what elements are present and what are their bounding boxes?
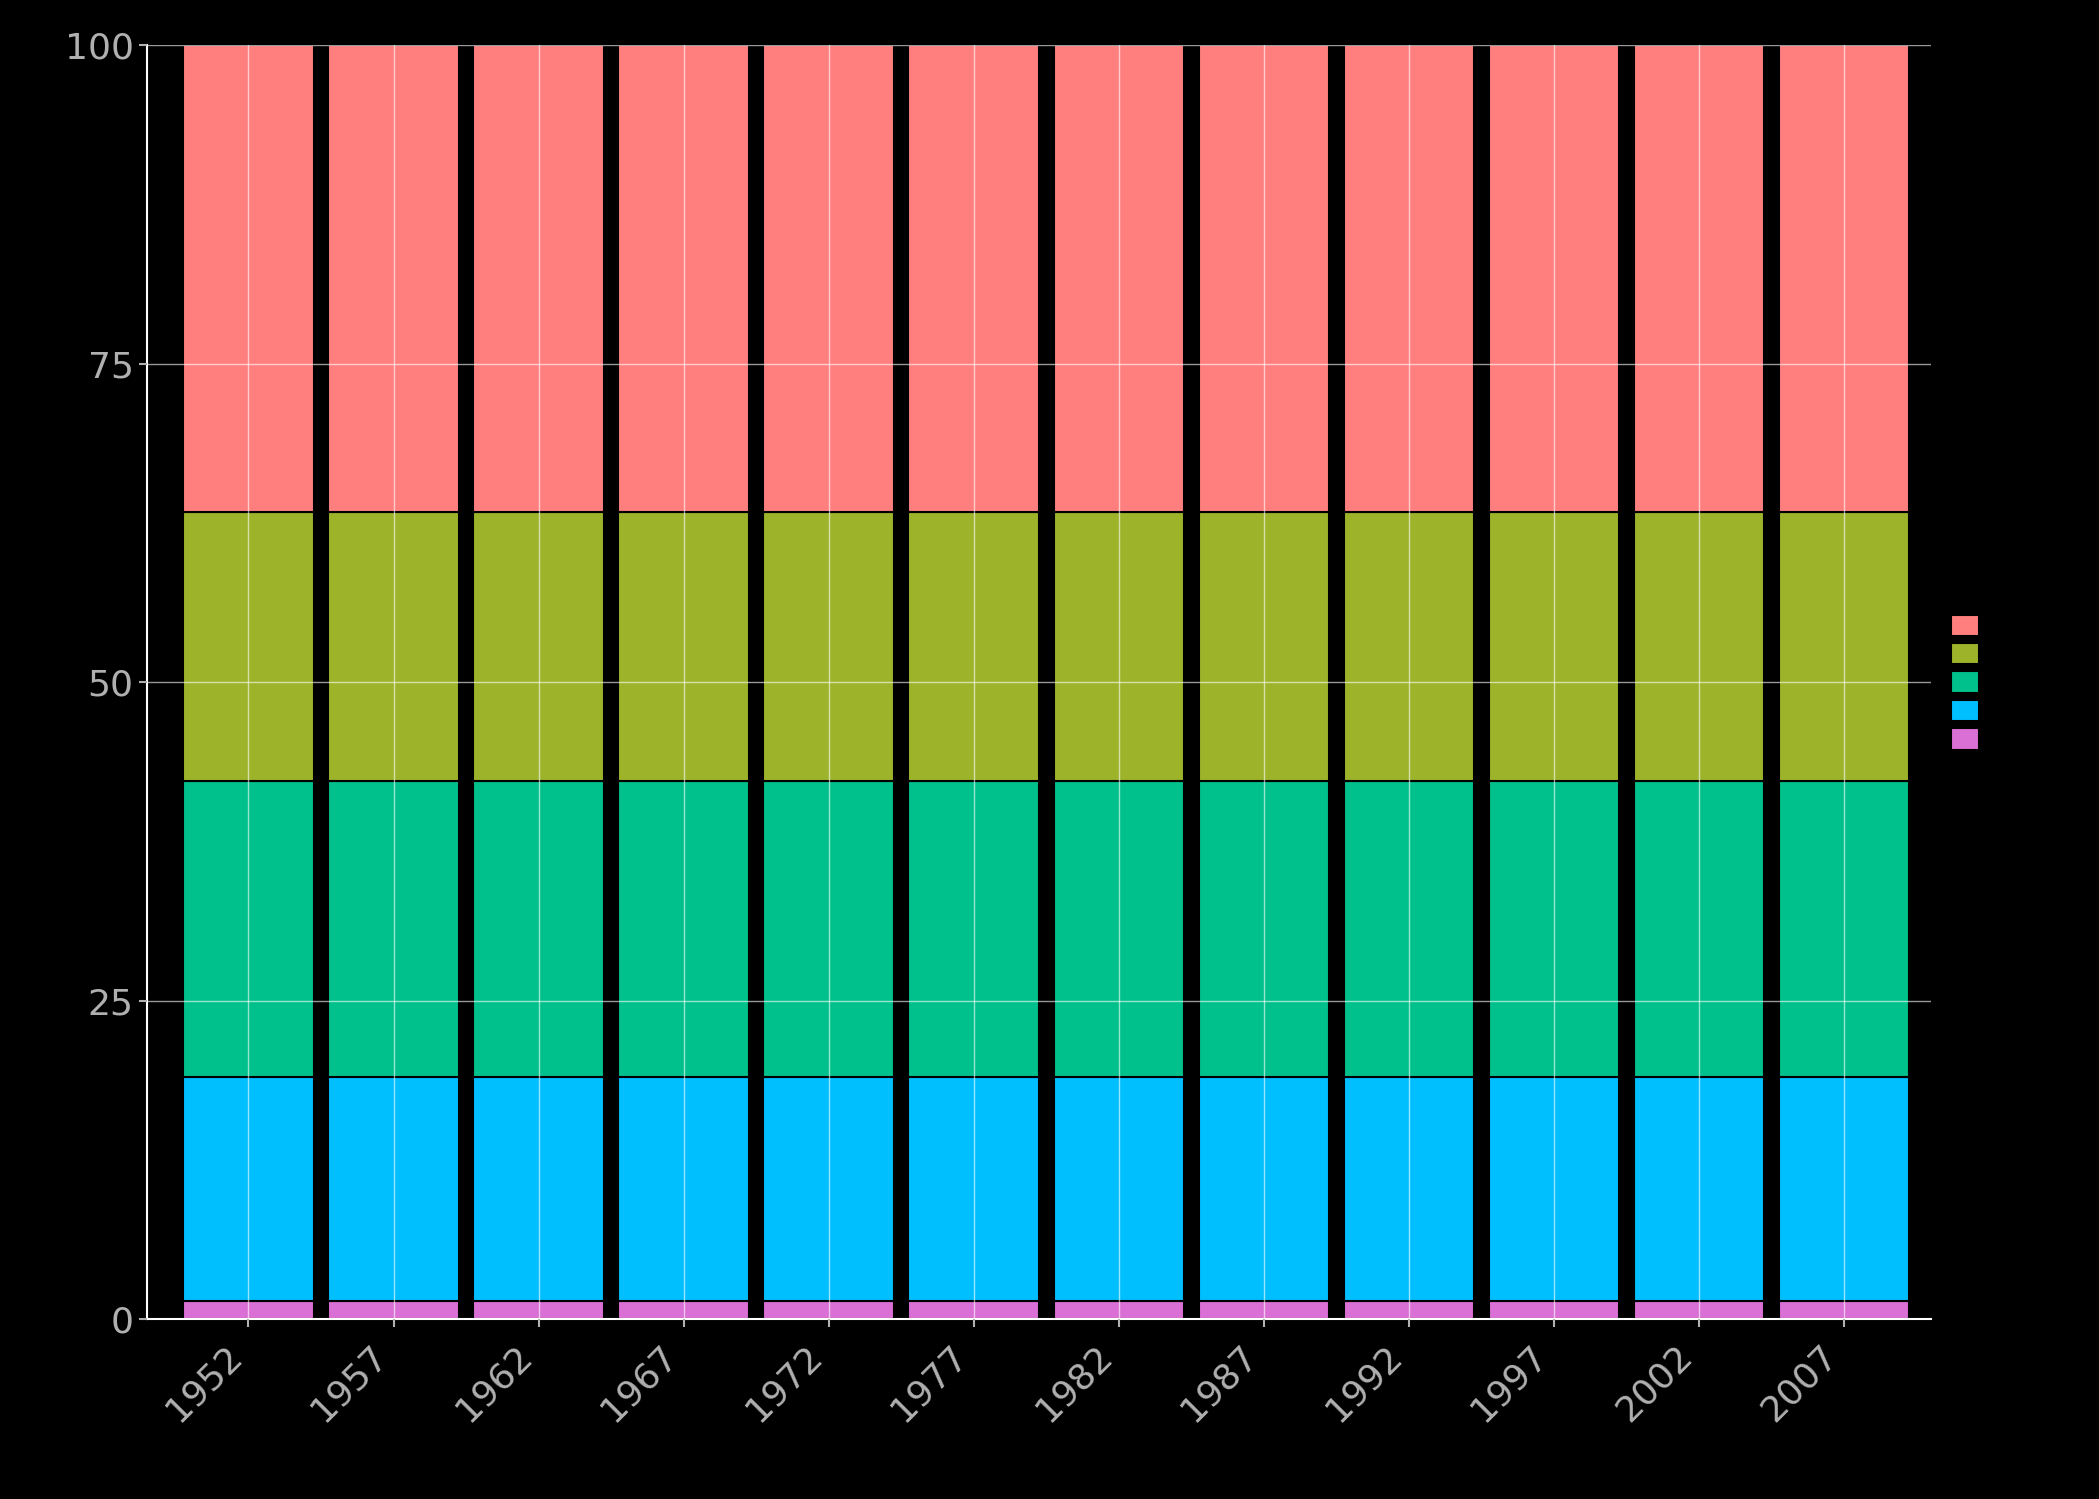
Bar [327, 45, 460, 511]
Bar [619, 45, 749, 511]
Bar [764, 45, 894, 511]
Bar [1199, 781, 1329, 1076]
Bar [1488, 1076, 1618, 1301]
Bar [472, 1301, 605, 1319]
Bar [1199, 1076, 1329, 1301]
Bar [619, 511, 749, 781]
Bar [909, 1301, 1039, 1319]
Bar [1778, 1076, 1910, 1301]
Bar [1778, 45, 1910, 511]
Bar [909, 45, 1039, 511]
Bar [1054, 511, 1184, 781]
Bar [1054, 781, 1184, 1076]
Bar [327, 1076, 460, 1301]
Bar [1199, 45, 1329, 511]
Bar [619, 781, 749, 1076]
Bar [1199, 511, 1329, 781]
Bar [1054, 1076, 1184, 1301]
Bar [183, 45, 313, 511]
Bar [1054, 45, 1184, 511]
Bar [909, 1076, 1039, 1301]
Bar [1778, 781, 1910, 1076]
Bar [1343, 781, 1473, 1076]
Bar [1343, 1076, 1473, 1301]
Bar [764, 511, 894, 781]
Bar [1343, 1301, 1473, 1319]
Bar [764, 1301, 894, 1319]
Bar [1488, 781, 1618, 1076]
Bar [472, 511, 605, 781]
Bar [619, 1076, 749, 1301]
Bar [472, 45, 605, 511]
Bar [619, 1301, 749, 1319]
Bar [183, 1301, 313, 1319]
Bar [327, 1301, 460, 1319]
Bar [183, 781, 313, 1076]
Bar [1633, 511, 1765, 781]
Legend: , , , , : , , , , [1948, 610, 1994, 754]
Bar [764, 1076, 894, 1301]
Bar [1633, 1301, 1765, 1319]
Bar [909, 781, 1039, 1076]
Bar [472, 781, 605, 1076]
Bar [1633, 781, 1765, 1076]
Bar [1343, 511, 1473, 781]
Bar [1343, 45, 1473, 511]
Bar [1488, 511, 1618, 781]
Bar [183, 511, 313, 781]
Bar [1633, 1076, 1765, 1301]
Bar [1199, 1301, 1329, 1319]
Bar [1778, 1301, 1910, 1319]
Bar [1778, 511, 1910, 781]
Bar [1633, 45, 1765, 511]
Bar [1488, 45, 1618, 511]
Bar [327, 781, 460, 1076]
Bar [327, 511, 460, 781]
Bar [764, 781, 894, 1076]
Bar [909, 511, 1039, 781]
Bar [472, 1076, 605, 1301]
Bar [183, 1076, 313, 1301]
Bar [1054, 1301, 1184, 1319]
Bar [1488, 1301, 1618, 1319]
